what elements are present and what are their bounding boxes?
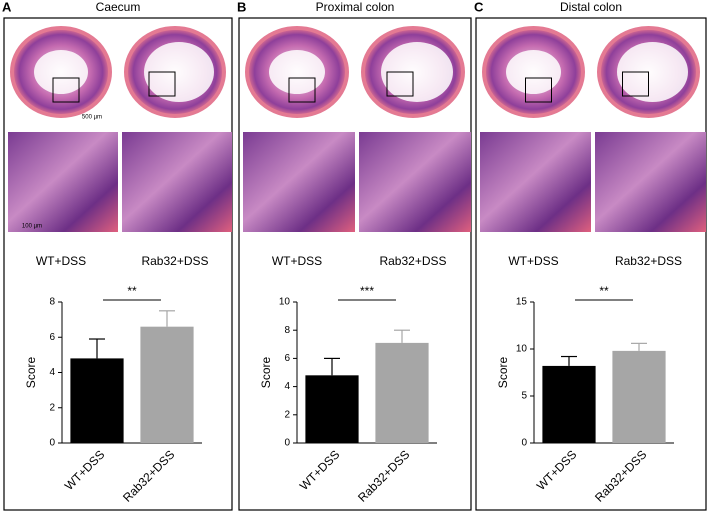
inset-box <box>622 71 649 97</box>
lumen <box>381 42 453 102</box>
y-tick-label: 0 <box>284 438 290 449</box>
y-axis-label: Score <box>259 357 273 389</box>
zoom-image <box>8 132 118 232</box>
image-label: WT+DSS <box>36 254 86 268</box>
image-label: Rab32+DSS <box>141 254 208 268</box>
panel-letter: C <box>474 0 484 14</box>
y-tick-label: 10 <box>279 297 291 308</box>
lumen <box>269 50 325 94</box>
panel-border <box>3 17 233 511</box>
lumen <box>506 50 561 94</box>
y-axis-label: Score <box>496 357 510 389</box>
panel-border <box>238 17 472 511</box>
y-tick-label: 8 <box>284 325 290 336</box>
scale-label: 100 µm <box>22 224 42 230</box>
inset-box <box>148 71 176 97</box>
bar <box>542 365 596 443</box>
significance-label: ** <box>599 284 609 298</box>
significance-label: ** <box>127 284 137 298</box>
y-tick-label: 0 <box>49 438 55 449</box>
bar <box>612 350 666 443</box>
zoom-image <box>122 132 232 232</box>
panel-title: Proximal colon <box>316 0 395 14</box>
y-tick-label: 2 <box>284 409 290 420</box>
panel-title: Caecum <box>96 0 141 14</box>
x-tick-label: WT+DSS <box>62 447 107 492</box>
inset-box <box>525 77 552 103</box>
zoom-image <box>243 132 355 232</box>
y-axis-label: Score <box>24 357 38 389</box>
panel-letter: A <box>2 0 12 14</box>
x-tick-label: Rab32+DSS <box>120 447 177 504</box>
y-tick-label: 15 <box>516 297 528 308</box>
x-tick-label: Rab32+DSS <box>355 447 412 504</box>
zoom-image <box>480 132 591 232</box>
bar <box>70 358 124 443</box>
y-tick-label: 4 <box>284 381 290 392</box>
lumen <box>34 50 88 94</box>
panel-border <box>475 17 707 511</box>
zoom-image <box>359 132 471 232</box>
panel-title: Distal colon <box>560 0 622 14</box>
image-label: Rab32+DSS <box>615 254 682 268</box>
bar <box>305 375 359 443</box>
y-tick-label: 10 <box>516 344 528 355</box>
zoom-image <box>595 132 706 232</box>
y-tick-label: 5 <box>521 391 527 402</box>
lumen <box>617 42 688 102</box>
significance-label: *** <box>360 284 374 298</box>
image-label: Rab32+DSS <box>379 254 446 268</box>
y-tick-label: 6 <box>49 332 55 343</box>
panel-letter: B <box>237 0 246 14</box>
image-label: WT+DSS <box>272 254 322 268</box>
inset-box <box>386 71 414 97</box>
y-tick-label: 6 <box>284 353 290 364</box>
bar <box>375 342 429 443</box>
y-tick-label: 0 <box>521 438 527 449</box>
y-tick-label: 4 <box>49 367 55 378</box>
inset-box <box>288 77 316 103</box>
x-tick-label: WT+DSS <box>297 447 342 492</box>
lumen <box>144 42 214 102</box>
bar <box>140 326 194 443</box>
x-tick-label: WT+DSS <box>534 447 579 492</box>
scale-label: 500 µm <box>82 115 102 121</box>
inset-box <box>52 77 80 103</box>
y-tick-label: 8 <box>49 297 55 308</box>
y-tick-label: 2 <box>49 402 55 413</box>
x-tick-label: Rab32+DSS <box>592 447 649 504</box>
image-label: WT+DSS <box>508 254 558 268</box>
